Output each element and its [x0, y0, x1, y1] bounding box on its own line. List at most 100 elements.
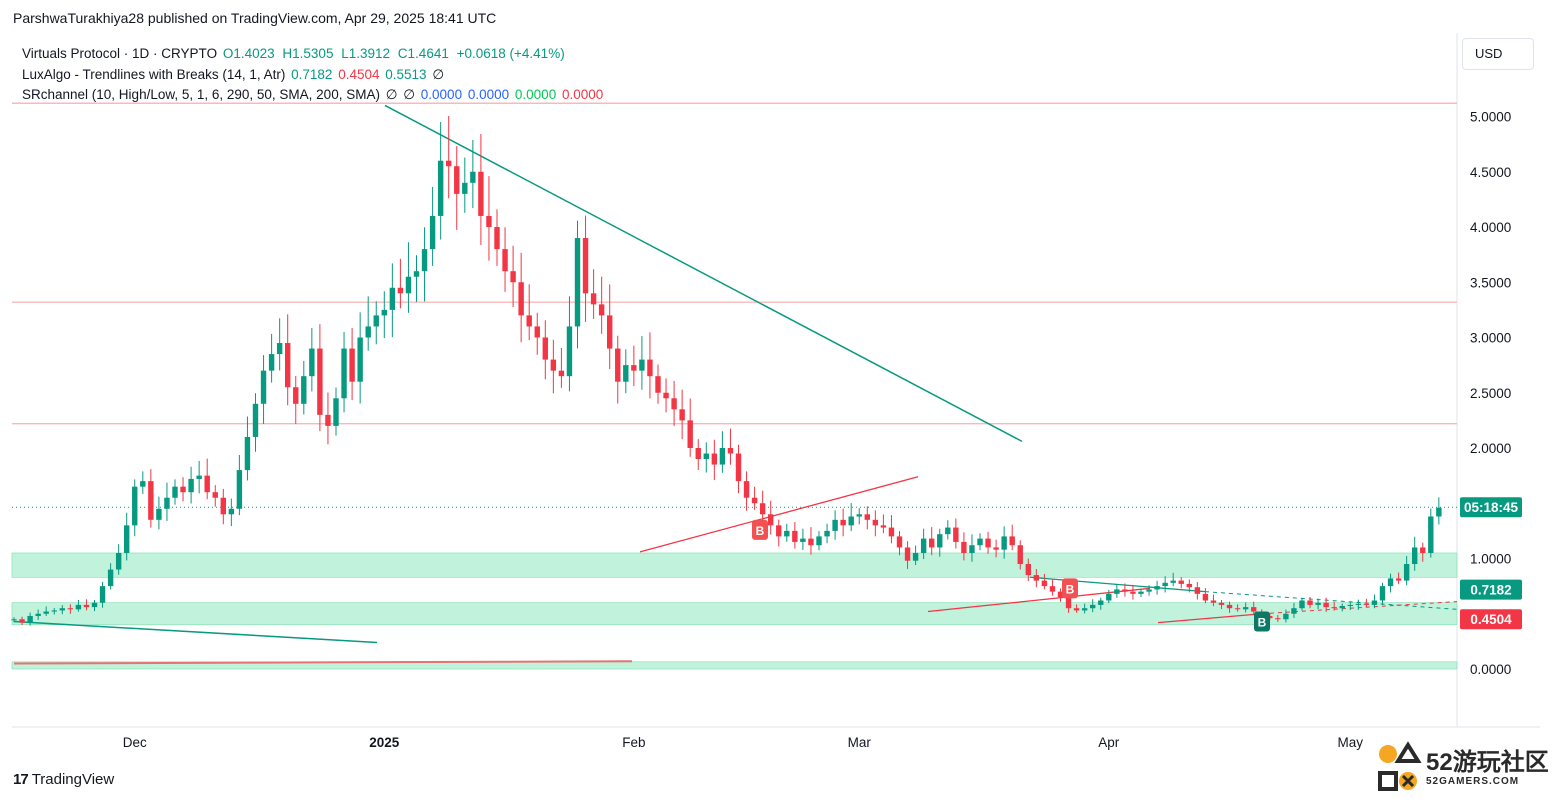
- x-tick-label: Apr: [1098, 735, 1120, 750]
- candle-body: [929, 538, 935, 548]
- candle-body: [148, 481, 154, 520]
- zero-channel-line: [13, 660, 633, 665]
- legend-sr-v3: 0.0000: [420, 87, 463, 102]
- tradingview-footer[interactable]: 17 TradingView: [13, 771, 114, 788]
- candle-body: [1001, 536, 1007, 550]
- candle-body: [204, 475, 210, 493]
- up-trendline-apr: [1157, 613, 1263, 624]
- candle-body: [1106, 593, 1112, 601]
- candle-body: [494, 227, 500, 250]
- candle-body: [1130, 591, 1136, 594]
- candle-body: [357, 337, 363, 382]
- candle-body: [639, 359, 645, 371]
- break-marker-mar: [1062, 578, 1078, 599]
- candle-body: [832, 519, 838, 531]
- x-tick-label: Dec: [123, 735, 147, 750]
- legend-symbol: Virtuals Protocol · 1D · CRYPTO: [22, 46, 218, 61]
- candle-body: [1090, 604, 1096, 609]
- currency-button[interactable]: USD: [1462, 38, 1534, 70]
- candle-body: [252, 403, 259, 437]
- candle-body: [1363, 603, 1370, 605]
- candle-body: [615, 348, 621, 382]
- candle-body: [977, 538, 983, 546]
- legend-low: L1.3912: [341, 46, 391, 61]
- candle-body: [446, 160, 452, 167]
- candle-body: [1122, 589, 1128, 592]
- y-tick-label: 5.0000: [1470, 110, 1511, 125]
- candle-body: [1234, 608, 1241, 610]
- candle-body: [856, 514, 862, 517]
- y-tick-label: 0.0000: [1470, 662, 1511, 677]
- candle-body: [784, 530, 790, 537]
- chart-legend: Virtuals Protocol · 1D · CRYPTO O1.4023 …: [22, 44, 605, 106]
- y-tick-label: 4.5000: [1470, 165, 1511, 180]
- candle-body: [526, 315, 532, 327]
- candle-body: [1049, 586, 1056, 592]
- candle-body: [115, 552, 122, 570]
- candle-body: [1403, 564, 1410, 581]
- candle-body: [212, 492, 218, 498]
- candle-body: [1178, 580, 1184, 584]
- break-marker-feb-label: B: [756, 524, 765, 538]
- candle-body: [1186, 583, 1192, 588]
- candle-body: [1057, 591, 1064, 598]
- candle-body: [1114, 589, 1120, 594]
- candle-body: [19, 619, 25, 623]
- candle-body: [35, 613, 41, 616]
- candle-body: [776, 525, 782, 537]
- candle-body: [824, 530, 830, 537]
- y-tick-label: 2.5000: [1470, 386, 1511, 401]
- candle-body: [582, 238, 589, 294]
- candle-body: [679, 409, 685, 421]
- candle-body: [260, 370, 267, 404]
- candle-body: [1307, 600, 1313, 605]
- candle-body: [1154, 586, 1160, 590]
- candle-body: [719, 448, 726, 465]
- support-zone-0: [11, 552, 1458, 578]
- candle-body: [1202, 593, 1209, 601]
- candle-body: [365, 326, 371, 338]
- candle-body: [1170, 580, 1176, 583]
- candle-body: [687, 420, 693, 448]
- gamepad-watermark-icon: [1378, 741, 1422, 791]
- candle-body: [196, 475, 202, 479]
- x-tick-label: Feb: [622, 735, 645, 750]
- candle-body: [220, 497, 226, 515]
- candle-body: [888, 527, 895, 537]
- legend-luxalgo-v1: 0.7182: [291, 66, 333, 82]
- candle-body: [912, 552, 919, 561]
- candle-body: [759, 503, 766, 515]
- candle-body: [51, 610, 57, 612]
- legend-luxalgo-v4: ∅: [432, 66, 445, 82]
- up-trendline-mar: [927, 587, 1151, 613]
- candle-body: [437, 160, 444, 216]
- candle-body: [83, 604, 90, 608]
- watermark-title: 52游玩社区: [1426, 748, 1549, 776]
- candle-body: [301, 376, 307, 404]
- tradingview-logo-icon: 17: [13, 771, 29, 788]
- publisher-header: ParshwaTurakhiya28 published on TradingV…: [13, 10, 497, 26]
- break-marker-apr: [1254, 611, 1270, 632]
- legend-symbol-row[interactable]: Virtuals Protocol · 1D · CRYPTO O1.4023 …: [22, 44, 605, 65]
- candle-body: [486, 215, 492, 227]
- support-zone-1: [11, 602, 1458, 626]
- legend-sr-v5: 0.0000: [514, 87, 557, 102]
- candle-body: [156, 508, 162, 520]
- y-tick-label: 3.0000: [1470, 331, 1511, 346]
- candle-body: [695, 448, 701, 460]
- candle-body: [244, 436, 251, 471]
- candle-body: [574, 238, 581, 327]
- candle-body: [1073, 608, 1080, 611]
- legend-open: O1.4023: [222, 46, 275, 61]
- legend-srchannel-row[interactable]: SRchannel (10, High/Low, 5, 1, 6, 290, 5…: [22, 85, 605, 106]
- legend-change: +0.0618 (+4.41%): [456, 46, 565, 61]
- candle-body: [180, 486, 186, 493]
- legend-luxalgo-row[interactable]: LuxAlgo - Trendlines with Breaks (14, 1,…: [22, 65, 605, 86]
- candle-body: [993, 547, 999, 550]
- candle-body: [518, 282, 524, 316]
- tradingview-brand: TradingView: [31, 771, 115, 788]
- candle-body: [953, 527, 959, 542]
- candle-body: [1218, 602, 1225, 605]
- candle-body: [470, 171, 476, 183]
